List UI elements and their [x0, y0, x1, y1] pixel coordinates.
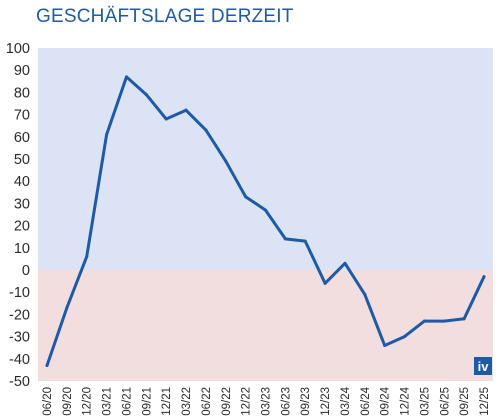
- x-tick-label: 12/20: [82, 387, 94, 416]
- data-point: [462, 317, 466, 321]
- y-tick-label: 0: [22, 263, 30, 279]
- data-point: [442, 319, 446, 323]
- y-tick-label: -40: [9, 352, 30, 368]
- data-point: [164, 117, 168, 121]
- y-tick-label: 40: [14, 174, 30, 190]
- x-tick-label: 03/25: [419, 387, 431, 416]
- data-point: [363, 292, 367, 296]
- x-tick-label: 09/21: [141, 387, 153, 416]
- x-tick-label: 03/21: [102, 387, 114, 416]
- iv-logo: iv: [474, 357, 492, 375]
- y-tick-label: -10: [9, 285, 30, 301]
- x-tick-label: 06/24: [360, 386, 372, 415]
- data-point: [184, 108, 188, 112]
- x-tick-label: 12/23: [320, 387, 332, 416]
- y-tick-label: 100: [6, 41, 30, 57]
- positive-region-background: [38, 48, 493, 270]
- y-tick-label: -50: [9, 374, 30, 390]
- x-tick-label: 06/22: [201, 387, 213, 416]
- x-tick-label: 12/22: [241, 387, 253, 416]
- data-point: [303, 239, 307, 243]
- data-point: [224, 159, 228, 163]
- y-tick-label: 60: [14, 130, 30, 146]
- x-tick-label: 12/21: [161, 387, 173, 416]
- x-tick-label: 03/24: [340, 386, 352, 415]
- data-point: [482, 275, 486, 279]
- x-tick-label: 09/24: [380, 386, 392, 415]
- x-tick-label: 09/22: [221, 387, 233, 416]
- data-points: [45, 75, 486, 367]
- y-tick-label: 70: [14, 108, 30, 124]
- x-axis-ticks: 06/20 09/20 12/20 03/21 06/21 09/21 12/21 03/22…: [42, 386, 491, 415]
- data-point: [383, 343, 387, 347]
- x-tick-label: 06/25: [439, 387, 451, 416]
- x-tick-label: 03/22: [181, 387, 193, 416]
- data-point: [422, 319, 426, 323]
- x-tick-label: 12/25: [479, 387, 491, 416]
- x-tick-label: 06/23: [280, 387, 292, 416]
- negative-region-background: [38, 270, 493, 381]
- data-point: [124, 75, 128, 79]
- data-point: [403, 335, 407, 339]
- data-point: [343, 261, 347, 265]
- y-tick-label: 90: [14, 63, 30, 79]
- data-point: [45, 363, 49, 367]
- logo-text: iv: [478, 359, 490, 374]
- y-tick-label: -20: [9, 307, 30, 323]
- x-tick-label: 06/21: [121, 387, 133, 416]
- data-point: [264, 208, 267, 212]
- data-point: [323, 281, 327, 285]
- x-tick-label: 09/20: [62, 387, 74, 416]
- y-tick-label: 20: [14, 219, 30, 235]
- data-point: [65, 306, 69, 310]
- data-point: [283, 237, 287, 241]
- y-tick-label: 50: [14, 152, 30, 168]
- y-tick-label: -30: [9, 330, 30, 346]
- logo-box: [474, 357, 492, 375]
- y-tick-label: 30: [14, 196, 30, 212]
- data-point: [244, 195, 248, 199]
- x-tick-label: 09/25: [459, 387, 471, 416]
- data-point: [85, 255, 89, 259]
- x-tick-label: 09/23: [300, 387, 312, 416]
- data-point: [105, 133, 109, 137]
- data-point: [144, 93, 148, 97]
- chart-title: GESCHÄFTSLAGE DERZEIT: [36, 6, 294, 27]
- data-point: [204, 128, 208, 132]
- x-tick-label: 12/24: [400, 386, 412, 415]
- y-tick-label: 80: [14, 85, 30, 101]
- x-tick-label: 03/23: [261, 387, 273, 416]
- x-tick-label: 06/20: [42, 387, 54, 416]
- y-tick-label: 10: [14, 241, 30, 257]
